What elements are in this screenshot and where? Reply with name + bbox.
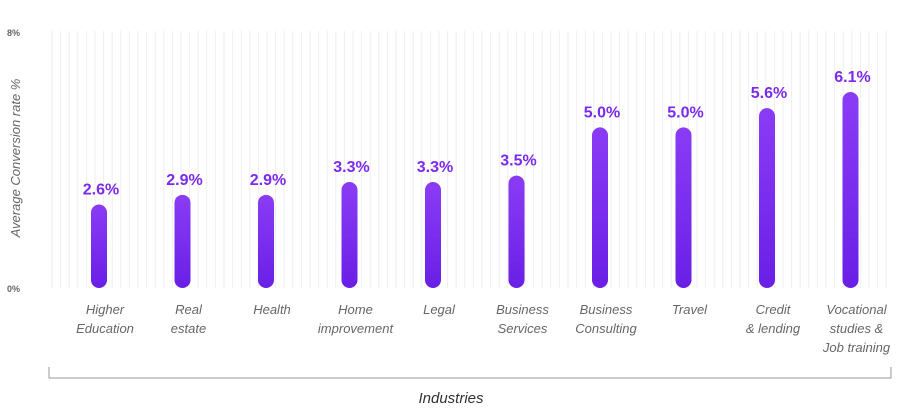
- x-tick-label: & lending: [746, 321, 801, 336]
- x-tick-label: estate: [171, 321, 206, 336]
- data-label: 3.3%: [417, 159, 453, 176]
- bar: [425, 181, 441, 288]
- x-tick-label: Travel: [672, 302, 708, 317]
- x-tick-label: Business: [580, 302, 633, 317]
- x-tick-label: Credit: [756, 302, 792, 317]
- x-tick-label: Business: [496, 302, 549, 317]
- data-label: 5.0%: [584, 104, 620, 121]
- bar: [341, 181, 358, 288]
- bar: [759, 108, 775, 288]
- data-label: 2.9%: [166, 172, 202, 189]
- bar: [842, 92, 859, 288]
- x-tick-label: Higher: [86, 302, 125, 317]
- x-tick-label: Job training: [822, 340, 891, 355]
- x-axis-bracket: [48, 367, 892, 379]
- category-labels: Higher Education Real estate Health Home impro…: [76, 302, 891, 355]
- x-tick-label: Consulting: [575, 321, 637, 336]
- bar: [91, 204, 107, 288]
- data-label: 3.5%: [500, 153, 536, 170]
- x-axis-label: Industries: [418, 390, 484, 407]
- data-label: 5.0%: [667, 104, 703, 121]
- y-tick-bottom: 0%: [7, 284, 20, 294]
- x-tick-label: Legal: [423, 302, 456, 317]
- data-label: 3.3%: [333, 159, 369, 176]
- bar: [258, 194, 274, 288]
- bars: [91, 92, 859, 288]
- x-tick-label: Education: [76, 321, 134, 336]
- x-tick-label: studies &: [830, 321, 883, 336]
- x-tick-label: Health: [253, 302, 291, 317]
- y-tick-top: 8%: [7, 28, 20, 38]
- x-tick-label: Services: [498, 321, 548, 336]
- bar: [592, 127, 608, 288]
- data-label: 2.6%: [83, 181, 119, 198]
- x-tick-label: Home: [338, 302, 373, 317]
- bar: [675, 127, 692, 288]
- bar: [174, 194, 191, 288]
- data-label: 5.6%: [751, 85, 787, 102]
- value-labels: 2.6% 2.9% 2.9% 3.3% 3.3% 3.5% 5.0% 5.0% 5.6% 6.1%: [83, 69, 871, 198]
- bar: [508, 175, 525, 288]
- x-tick-label: Vocational: [826, 302, 887, 317]
- data-label: 6.1%: [834, 69, 870, 86]
- x-tick-label: Real: [175, 302, 203, 317]
- x-tick-label: improvement: [318, 321, 395, 336]
- data-label: 2.9%: [250, 172, 286, 189]
- y-axis-label: Average Conversion rate %: [8, 79, 23, 239]
